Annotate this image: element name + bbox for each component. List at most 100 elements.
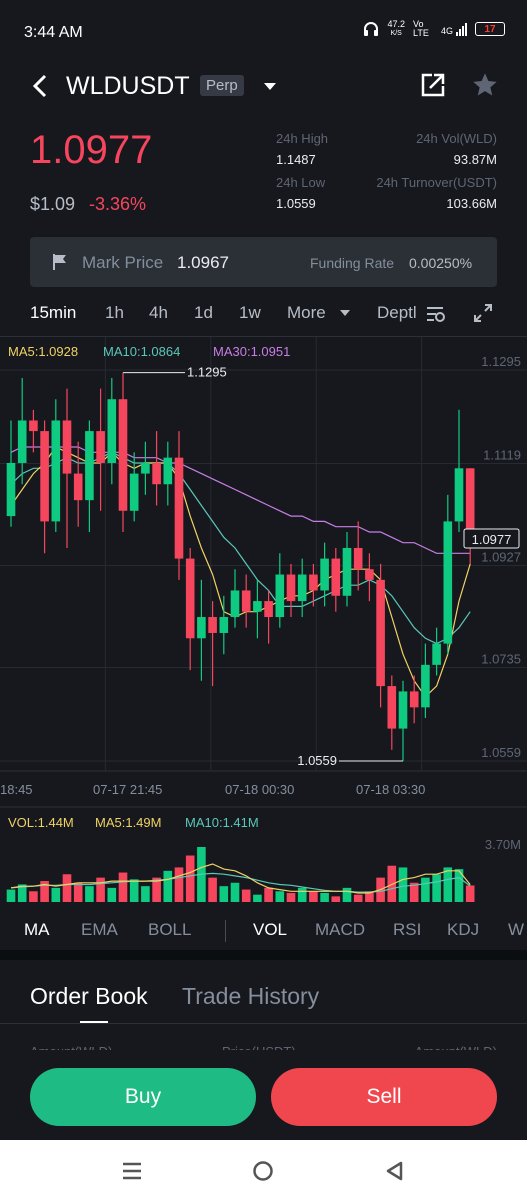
volume-bar (107, 887, 117, 910)
candle-body (51, 420, 61, 522)
volume-bar (365, 891, 374, 910)
low-value: 1.0559 (276, 196, 316, 211)
indicator-tabs: MA EMA BOLL VOL MACD RSI KDJ W (0, 912, 527, 948)
y-tick-label: 1.0559 (481, 745, 521, 760)
headset-icon (364, 22, 379, 36)
candle-body (152, 462, 161, 485)
ind-kdj[interactable]: KDJ (447, 920, 480, 939)
volume-bar (129, 879, 139, 910)
mark-price-bar[interactable]: Mark Price 1.0967 Funding Rate 0.00250% (30, 237, 497, 287)
mark-price-label: Mark Price (82, 253, 164, 272)
tab-depth[interactable]: Deptl (377, 303, 417, 322)
tab-4h[interactable]: 4h (149, 303, 168, 322)
candle-body (465, 468, 475, 538)
sell-button[interactable]: Sell (271, 1068, 497, 1126)
candle-body (219, 617, 229, 633)
volume-bar (465, 885, 475, 910)
volume-bar (208, 877, 217, 910)
caret-down-icon[interactable] (263, 82, 277, 92)
volume-legend-1: MA5:1.49M (95, 815, 161, 830)
status-icons: 47.2 K/S Vo LTE 4G 17 (363, 20, 505, 38)
home-icon[interactable] (252, 1160, 274, 1182)
volume-bar (6, 889, 16, 910)
tab-underline (0, 1023, 527, 1024)
tab-1w[interactable]: 1w (239, 303, 261, 322)
candle-body (320, 558, 329, 591)
share-icon[interactable] (420, 72, 446, 98)
ind-rsi[interactable]: RSI (393, 920, 422, 939)
candle-body (73, 473, 83, 501)
volume-legend-2: MA10:1.41M (185, 815, 259, 830)
star-icon[interactable] (471, 71, 499, 99)
volume-bar (73, 882, 83, 910)
tab-1h[interactable]: 1h (105, 303, 124, 322)
x-tick-label: 07-18 03:30 (356, 782, 425, 797)
candle-body (17, 420, 27, 463)
y-tick-label: 1.1119 (483, 448, 521, 463)
kline-chart[interactable]: 1.1295 1.1119 1.0927 1.0735 1.0559 MA5:1.0928… (0, 336, 527, 910)
candle-body (432, 643, 441, 665)
volume-bar (320, 892, 329, 910)
candle-body (129, 473, 139, 511)
tab-order-book[interactable]: Order Book (30, 983, 148, 1009)
candle-body (107, 399, 117, 463)
perp-badge: Perp (200, 75, 244, 96)
vol-value: 93.87M (453, 152, 497, 167)
tab-more[interactable]: More (287, 303, 326, 322)
ind-ema[interactable]: EMA (81, 920, 118, 939)
candle-body (387, 686, 397, 729)
x-tick-label: 07-18 00:30 (225, 782, 294, 797)
fullscreen-icon[interactable] (473, 303, 493, 323)
volume-bar (409, 882, 419, 910)
high-marker-label: 1.1295 (187, 365, 227, 380)
tab-trade-history[interactable]: Trade History (182, 983, 320, 1009)
volume-bar (432, 874, 441, 910)
pair-title[interactable]: WLDUSDT (66, 72, 190, 100)
volte-label: Vo LTE (412, 19, 429, 38)
candle-body (286, 574, 296, 602)
flag-icon (53, 254, 66, 270)
ind-vol[interactable]: VOL (253, 920, 288, 939)
back-arrow-icon[interactable] (30, 73, 50, 99)
back-icon[interactable] (384, 1160, 404, 1182)
ind-boll[interactable]: BOLL (148, 920, 192, 939)
volume-bar (62, 874, 72, 910)
low-label: 24h Low (276, 175, 326, 190)
status-bar: 3:44 AM 47.2 K/S Vo LTE 4G 17 (0, 0, 527, 60)
volume-bar (163, 870, 173, 910)
candle-body (353, 547, 363, 570)
ind-ma[interactable]: MA (24, 920, 50, 939)
buy-button[interactable]: Buy (30, 1068, 256, 1126)
section-separator (0, 950, 527, 960)
current-price-label: 1.0977 (472, 532, 512, 547)
candle-body (342, 547, 352, 596)
timeframe-tabs: 15min 1h 4h 1d 1w More Deptl (0, 295, 527, 331)
ind-macd[interactable]: MACD (315, 920, 366, 939)
volume-bar (96, 877, 105, 910)
net-speed: 47.2 (387, 19, 405, 29)
volume-bar (421, 877, 430, 910)
candle-body (141, 462, 150, 474)
volume-bar (197, 847, 206, 910)
tab-1d[interactable]: 1d (194, 303, 213, 322)
volume-ma10-line (10, 872, 471, 893)
ind-w[interactable]: W (508, 920, 525, 939)
recents-icon[interactable] (120, 1160, 144, 1182)
tab-15min[interactable]: 15min (30, 303, 77, 322)
candle-body (174, 457, 184, 559)
volume-bar (29, 891, 38, 910)
high-label: 24h High (276, 131, 329, 146)
turnover-value: 103.66M (446, 196, 497, 211)
status-time: 3:44 AM (24, 24, 83, 41)
volume-bar (309, 891, 318, 910)
candle-body (62, 420, 72, 474)
current-price-tag (463, 528, 520, 549)
volume-bar (443, 867, 453, 910)
active-tab-indicator (80, 1021, 108, 1024)
volume-bar (264, 887, 273, 910)
settings-sliders-icon[interactable] (426, 305, 446, 323)
volume-bar (376, 877, 385, 910)
volume-bar (185, 855, 195, 910)
candle-body (241, 590, 251, 612)
system-nav-bar (0, 1140, 527, 1200)
